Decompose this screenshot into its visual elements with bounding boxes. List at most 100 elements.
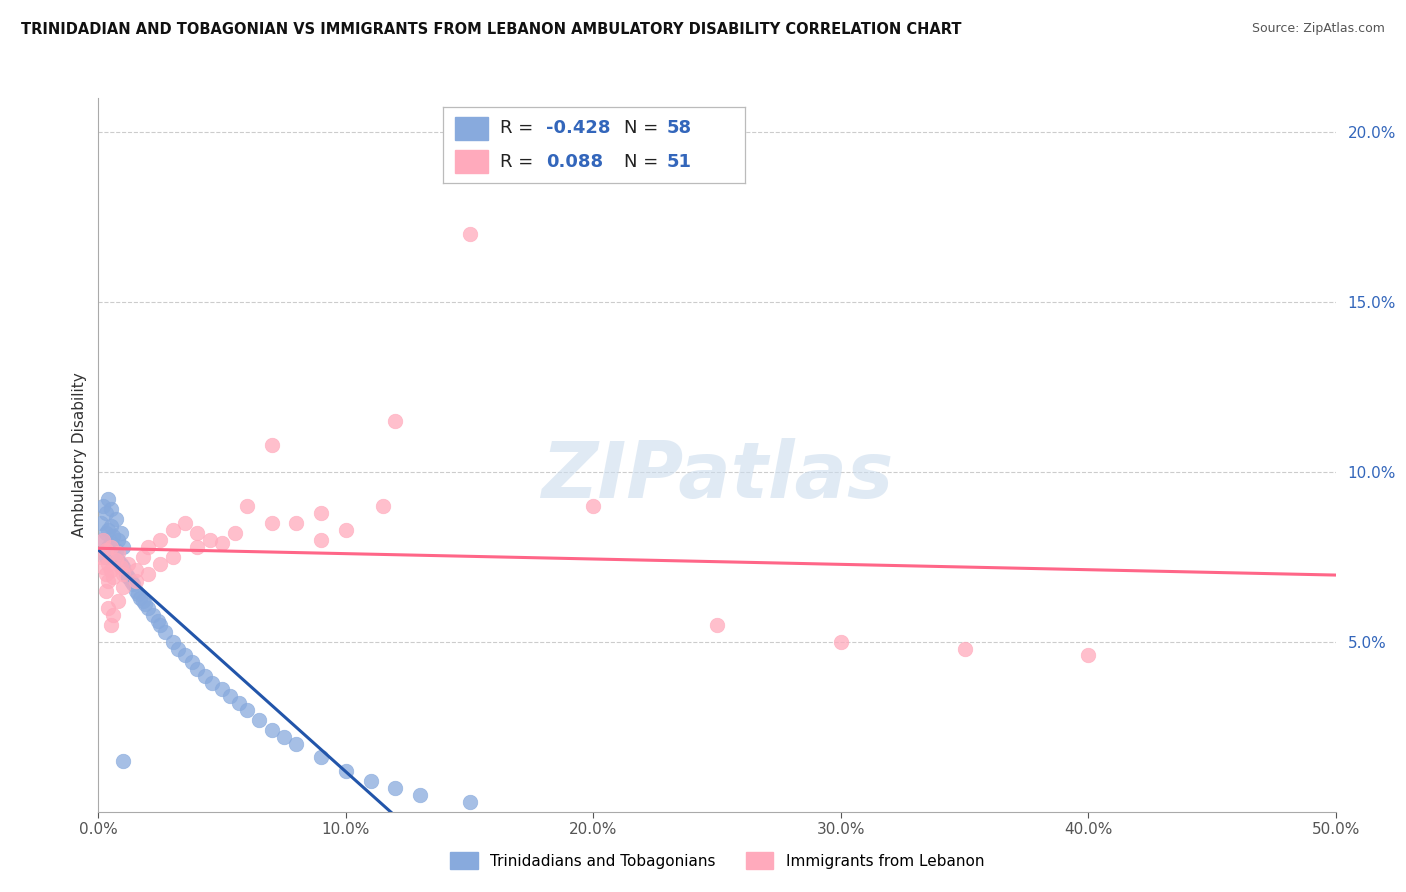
Text: Source: ZipAtlas.com: Source: ZipAtlas.com [1251,22,1385,36]
Point [94,506,117,520]
Point [124,583,146,598]
Point [129,591,152,605]
Point [97,600,120,615]
Legend: Trinidadians and Tobagonians, Immigrants from Lebanon: Trinidadians and Tobagonians, Immigrants… [444,846,990,875]
Point [260,438,283,452]
Point [371,499,394,513]
Point [162,635,184,649]
Point [93,499,115,513]
Point [218,689,240,703]
Point [224,526,246,541]
Text: 58: 58 [666,120,692,137]
Point [103,607,125,622]
Point [117,570,139,584]
Point [830,635,852,649]
Text: 51: 51 [666,153,692,170]
Point [360,774,382,789]
Point [181,655,204,669]
Point [110,526,132,541]
Point [90,549,112,564]
Point [136,540,159,554]
Point [100,502,122,516]
Point [174,516,197,530]
Point [114,566,136,581]
Point [107,546,129,560]
Point [142,607,165,622]
Point [236,703,259,717]
Point [100,540,122,554]
Point [112,560,135,574]
Point [97,557,120,571]
Point [93,560,115,574]
Point [100,536,122,550]
Text: ZIPatlas: ZIPatlas [541,438,893,515]
Point [211,536,233,550]
Point [285,516,308,530]
Point [273,730,295,744]
Point [110,557,132,571]
Point [706,617,728,632]
Point [117,557,139,571]
Point [107,533,129,547]
Point [1077,648,1099,663]
Text: R =: R = [501,153,540,170]
Point [146,615,169,629]
Point [285,737,308,751]
Point [309,533,332,547]
Point [136,566,159,581]
Point [103,546,125,560]
Text: N =: N = [624,153,664,170]
Point [136,600,159,615]
Point [149,557,172,571]
Point [260,723,283,738]
Point [260,516,283,530]
Point [103,529,125,543]
Point [194,669,217,683]
Point [201,675,224,690]
Point [149,617,172,632]
Point [132,594,155,608]
Point [110,560,132,574]
Point [384,414,406,428]
Point [112,540,135,554]
Point [100,564,122,578]
Y-axis label: Ambulatory Disability: Ambulatory Disability [72,373,87,537]
Point [458,227,481,241]
Point [94,549,117,564]
Point [134,598,156,612]
Point [149,533,172,547]
Point [309,750,332,764]
Point [107,594,129,608]
Point [953,641,976,656]
Point [100,617,122,632]
Text: 0.088: 0.088 [546,153,603,170]
Point [122,577,145,591]
Point [94,566,117,581]
Point [104,512,127,526]
Point [162,549,184,564]
Point [458,795,481,809]
Point [104,543,127,558]
Point [107,553,129,567]
Point [228,696,250,710]
Point [104,553,127,567]
Point [124,564,146,578]
Point [97,540,120,554]
Point [132,549,155,564]
Point [335,764,357,778]
Point [409,788,432,802]
Point [112,754,135,768]
Point [90,516,112,530]
Text: N =: N = [624,120,664,137]
Point [94,543,117,558]
Point [93,533,115,547]
Point [335,523,357,537]
Point [127,587,149,601]
Point [384,780,406,795]
Point [97,574,120,588]
Point [247,713,270,727]
Point [100,519,122,533]
Point [186,526,208,541]
Point [112,581,135,595]
Point [93,533,115,547]
